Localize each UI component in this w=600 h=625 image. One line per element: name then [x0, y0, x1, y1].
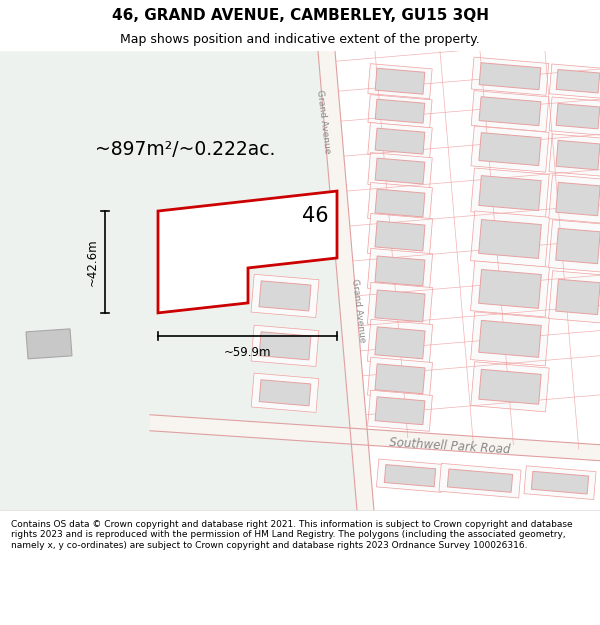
Polygon shape [318, 51, 374, 511]
Polygon shape [549, 134, 600, 176]
Polygon shape [439, 463, 521, 498]
Polygon shape [479, 269, 541, 308]
Polygon shape [556, 141, 600, 170]
Polygon shape [375, 256, 425, 286]
Polygon shape [375, 158, 425, 184]
Polygon shape [368, 122, 432, 159]
Polygon shape [471, 168, 549, 218]
Text: 46: 46 [302, 206, 328, 226]
Text: ~42.6m: ~42.6m [86, 238, 99, 286]
Polygon shape [471, 362, 549, 412]
Polygon shape [470, 312, 550, 366]
Polygon shape [479, 132, 541, 166]
Polygon shape [479, 176, 541, 211]
Polygon shape [251, 325, 319, 366]
Text: Grand Avenue: Grand Avenue [314, 89, 331, 154]
Polygon shape [548, 220, 600, 272]
Polygon shape [158, 191, 337, 313]
Polygon shape [367, 214, 433, 259]
Polygon shape [471, 57, 549, 95]
Polygon shape [448, 469, 512, 492]
Polygon shape [556, 182, 600, 216]
Polygon shape [385, 464, 436, 487]
Polygon shape [479, 321, 541, 357]
Polygon shape [479, 97, 541, 126]
Text: Grand Avenue: Grand Avenue [350, 278, 367, 343]
Polygon shape [259, 281, 311, 311]
Polygon shape [251, 274, 319, 318]
Polygon shape [368, 390, 433, 431]
Text: ~59.9m: ~59.9m [224, 346, 271, 359]
Polygon shape [368, 64, 432, 99]
Text: ~897m²/~0.222ac.: ~897m²/~0.222ac. [95, 139, 275, 159]
Polygon shape [549, 97, 600, 136]
Polygon shape [150, 415, 600, 461]
Polygon shape [375, 68, 425, 94]
Text: Southwell Park Road: Southwell Park Road [389, 436, 511, 456]
Polygon shape [368, 94, 432, 128]
Polygon shape [556, 228, 600, 264]
Polygon shape [548, 271, 600, 323]
Polygon shape [26, 329, 72, 359]
Polygon shape [479, 62, 541, 90]
Polygon shape [259, 332, 311, 360]
Polygon shape [550, 64, 600, 99]
Polygon shape [524, 466, 596, 499]
Polygon shape [368, 357, 433, 401]
Polygon shape [375, 128, 425, 154]
Polygon shape [556, 69, 600, 93]
Polygon shape [367, 282, 433, 329]
Polygon shape [375, 99, 425, 123]
Polygon shape [376, 459, 443, 492]
Polygon shape [367, 319, 433, 366]
Polygon shape [471, 126, 549, 172]
Polygon shape [470, 211, 550, 267]
Polygon shape [0, 51, 365, 511]
Polygon shape [532, 471, 589, 494]
Text: Map shows position and indicative extent of the property.: Map shows position and indicative extent… [120, 34, 480, 46]
Text: Contains OS data © Crown copyright and database right 2021. This information is : Contains OS data © Crown copyright and d… [11, 520, 572, 549]
Polygon shape [375, 364, 425, 394]
Polygon shape [368, 182, 433, 224]
Polygon shape [375, 327, 425, 359]
Polygon shape [471, 91, 549, 132]
Polygon shape [375, 397, 425, 425]
Polygon shape [375, 189, 425, 217]
Polygon shape [470, 261, 550, 317]
Polygon shape [259, 380, 311, 406]
Polygon shape [375, 221, 425, 251]
Polygon shape [479, 219, 541, 259]
Polygon shape [368, 152, 432, 189]
Polygon shape [556, 104, 600, 129]
Polygon shape [375, 290, 425, 322]
Polygon shape [479, 369, 541, 404]
Polygon shape [251, 373, 319, 413]
Text: 46, GRAND AVENUE, CAMBERLEY, GU15 3QH: 46, GRAND AVENUE, CAMBERLEY, GU15 3QH [112, 8, 488, 23]
Polygon shape [556, 279, 600, 314]
Polygon shape [367, 248, 433, 294]
Polygon shape [549, 175, 600, 223]
